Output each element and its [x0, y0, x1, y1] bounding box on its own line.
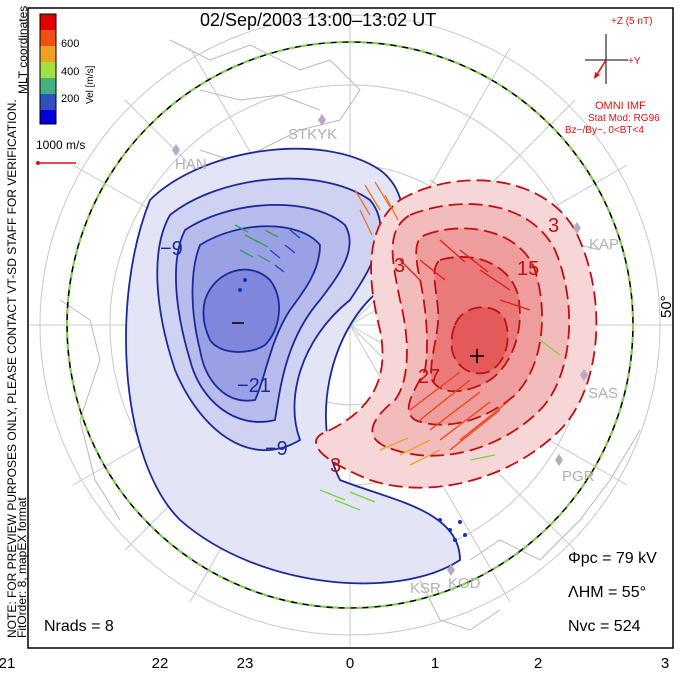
colorbar-label: Vel [m/s] [85, 65, 96, 104]
mlt-tick-0: 0 [345, 655, 355, 672]
colorbar-tick-600: 600 [61, 38, 80, 50]
positive-cell [315, 179, 598, 489]
vector-count: Nvc = 524 [568, 618, 641, 635]
velocity-colorbar [39, 13, 57, 125]
radar-count: Nrads = 8 [44, 618, 114, 635]
stat-model-condition: Bz−/By−, 0<BT<4 [565, 125, 644, 136]
station-kod: KOD [448, 575, 481, 592]
contour-label-neg-2: −9 [265, 438, 288, 460]
stat-model: Stat Mod: RG96 [588, 113, 660, 124]
latitude-label: 50° [658, 295, 675, 318]
polar-cap-potential: Φpc = 79 kV [568, 550, 657, 567]
contour-label-pos-3: 3 [330, 455, 341, 477]
mlt-tick-22: 22 [151, 655, 169, 672]
mlt-tick-3: 3 [660, 655, 670, 672]
station-stkyk: STKYK [288, 126, 338, 143]
mlt-tick-2: 2 [533, 655, 543, 672]
station-sas: SAS [588, 385, 619, 402]
mlt-tick-23: 23 [236, 655, 254, 672]
contour-labels: −9 −21 −9 3 15 27 3 3 [160, 215, 559, 477]
colorbar-tick-200: 200 [61, 93, 80, 105]
mlt-tick-21: 21 [0, 655, 16, 672]
hm-boundary-dash [65, 40, 635, 610]
colorbar-tick-400: 400 [61, 66, 80, 78]
imf-z-label: +Z (5 nT) [611, 16, 653, 27]
map-title: 02/Sep/2003 13:00–13:02 UT [200, 10, 437, 30]
station-ksr: KSR [410, 580, 441, 597]
mlt-tick-1: 1 [430, 655, 440, 672]
imf-dial [585, 34, 628, 84]
vector-scale-dot [36, 161, 40, 165]
hm-latitude: ΛHM = 55° [568, 584, 646, 601]
contour-label-pos-2: 27 [418, 366, 440, 388]
vector-scale-label: 1000 m/s [36, 138, 86, 152]
imf-source: OMNI IMF [595, 100, 646, 112]
mlt-coordinates-label: MLT coordinates [16, 5, 30, 94]
potential-max-marker [470, 349, 484, 363]
contour-label-pos-0: 3 [548, 215, 559, 237]
fit-order-note: FitOrder: 8, mapEX format [15, 497, 29, 638]
station-han: HAN [175, 156, 207, 173]
contour-label-neg-0: −9 [160, 238, 183, 260]
contour-label-pos-4: 3 [394, 255, 405, 277]
velocity-vectors [234, 181, 561, 542]
station-kap: KAP [589, 236, 620, 253]
contour-label-pos-1: 15 [517, 258, 539, 280]
station-pgr: PGR [562, 468, 595, 485]
contour-label-neg-1: −21 [237, 375, 271, 397]
imf-y-label: +Y [628, 56, 641, 67]
station-markers [172, 114, 588, 576]
